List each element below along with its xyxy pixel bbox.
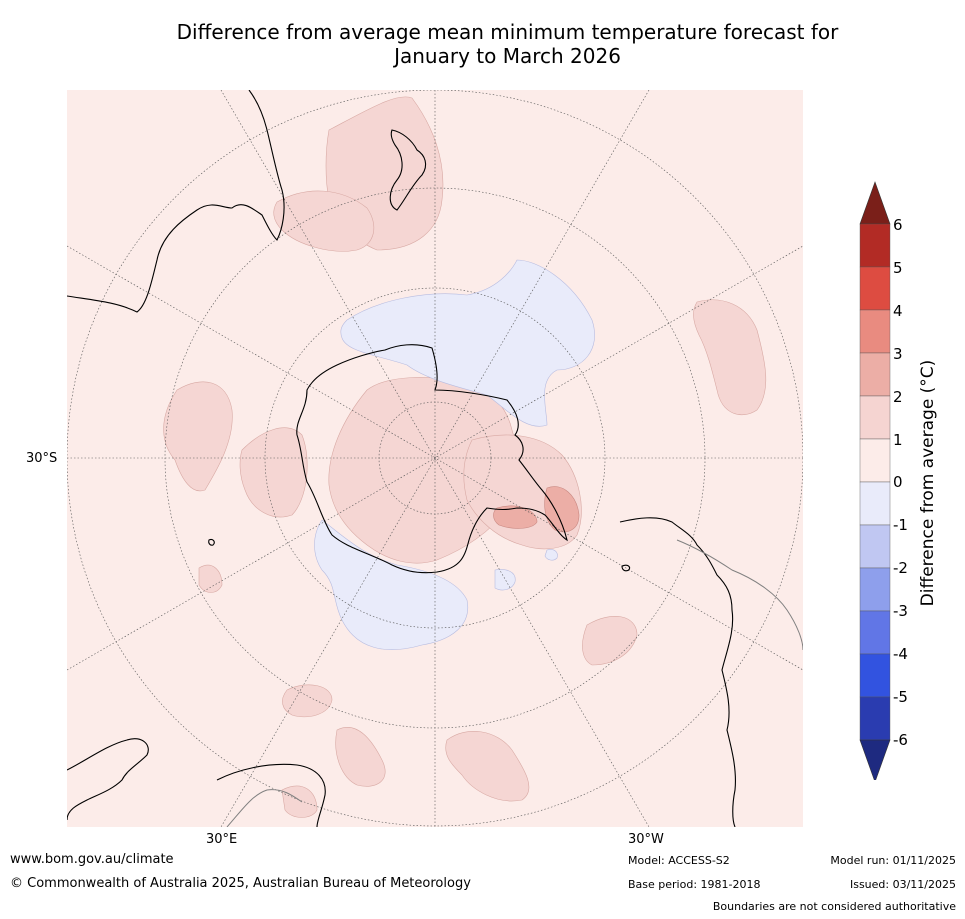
south-atlantic-warm bbox=[582, 616, 638, 666]
meridian-60w bbox=[67, 245, 803, 671]
longitude-label-30e: 30°E bbox=[206, 832, 238, 847]
south-georgia bbox=[621, 564, 631, 572]
colorbar-tick-minus-2: -2 bbox=[893, 559, 908, 577]
boundary-disclaimer: Boundaries are not considered authoritat… bbox=[712, 900, 956, 913]
colorbar-tick-2: 2 bbox=[893, 388, 903, 406]
south-pacific-cool bbox=[340, 259, 595, 427]
colorbar-bin bbox=[859, 438, 891, 483]
colorbar-bin bbox=[859, 524, 891, 569]
colorbar-min-extend bbox=[859, 739, 891, 780]
model-run-date: Model run: 01/11/2025 bbox=[830, 854, 956, 867]
australia-south-warm bbox=[273, 190, 375, 252]
colorbar-bin bbox=[859, 352, 891, 397]
colorbar-tick-3: 3 bbox=[893, 345, 903, 363]
base-period: Base period: 1981-2018 bbox=[628, 878, 761, 891]
colorbar-tick-6: 6 bbox=[893, 216, 903, 234]
indian-ocean-cool bbox=[314, 519, 469, 650]
colorbar-tick-minus-1: -1 bbox=[893, 516, 908, 534]
colorbar-bin bbox=[859, 610, 891, 655]
antarctic-peninsula-warm bbox=[544, 486, 580, 533]
colorbar-bin bbox=[859, 481, 891, 526]
country-boundaries bbox=[226, 539, 803, 827]
colorbar-tick-4: 4 bbox=[893, 302, 903, 320]
south-america-boundary bbox=[676, 539, 803, 651]
south-atlantic-cool bbox=[494, 569, 516, 591]
latitude-circle-60s bbox=[264, 287, 606, 629]
colorbar-tick-0: 0 bbox=[893, 473, 903, 491]
colorbar-bin bbox=[859, 223, 891, 268]
colorbar-bin bbox=[859, 309, 891, 354]
southern-ocean-southwest-warm bbox=[335, 727, 386, 787]
southern-ocean-south-central-warm bbox=[282, 684, 333, 718]
polar-map bbox=[67, 90, 803, 827]
australia-coastline bbox=[67, 90, 285, 313]
copyright: © Commonwealth of Australia 2025, Austra… bbox=[10, 876, 471, 891]
south-america-coastline bbox=[619, 517, 736, 827]
africa-boundary bbox=[226, 789, 303, 827]
colorbar-bin bbox=[859, 653, 891, 698]
colorbar-max-extend bbox=[859, 181, 891, 225]
longitude-label-30w: 30°W bbox=[628, 832, 664, 847]
colorbar-bin bbox=[859, 696, 891, 741]
cool-anomaly-regions bbox=[314, 259, 595, 650]
colorbar-bin bbox=[859, 567, 891, 612]
africa-coastline bbox=[67, 738, 149, 821]
colorbar-tick-1: 1 bbox=[893, 431, 903, 449]
colorbar-tick-minus-5: -5 bbox=[893, 688, 908, 706]
kerguelen bbox=[208, 538, 215, 546]
colorbar-tick-minus-6: -6 bbox=[893, 731, 908, 749]
issued-date: Issued: 03/11/2025 bbox=[849, 878, 956, 891]
strong-warm-anomaly-regions bbox=[493, 486, 580, 533]
model-name: Model: ACCESS-S2 bbox=[628, 854, 730, 867]
colorbar-label: Difference from average (°C) bbox=[918, 359, 938, 607]
colorbar-tick-minus-4: -4 bbox=[893, 645, 908, 663]
atlantic-east-warm bbox=[693, 299, 767, 416]
southern-ocean-west-small-warm bbox=[281, 785, 318, 818]
southern-ocean-west-warm bbox=[198, 564, 223, 593]
colorbar bbox=[859, 181, 891, 780]
colorbar-bin bbox=[859, 395, 891, 440]
colorbar-bin bbox=[859, 266, 891, 311]
coastlines bbox=[67, 90, 736, 827]
small-cool-patch bbox=[544, 549, 558, 561]
indian-ocean-west-warm bbox=[163, 381, 233, 492]
antarctica-coastline bbox=[296, 344, 568, 574]
website-link[interactable]: www.bom.gov.au/climate bbox=[10, 852, 174, 867]
indian-ocean-east-warm bbox=[239, 427, 308, 518]
colorbar-tick-minus-3: -3 bbox=[893, 602, 908, 620]
title-line-1: Difference from average mean minimum tem… bbox=[176, 20, 839, 44]
latitude-label-30s: 30°S bbox=[26, 451, 58, 466]
new-zealand-coastline bbox=[389, 129, 427, 211]
map-title: Difference from average mean minimum tem… bbox=[60, 20, 955, 68]
graticule bbox=[67, 90, 803, 827]
madagascar-coastline bbox=[216, 763, 326, 827]
southern-ocean-south-warm bbox=[445, 731, 530, 802]
title-line-2: January to March 2026 bbox=[394, 44, 621, 68]
colorbar-tick-5: 5 bbox=[893, 259, 903, 277]
